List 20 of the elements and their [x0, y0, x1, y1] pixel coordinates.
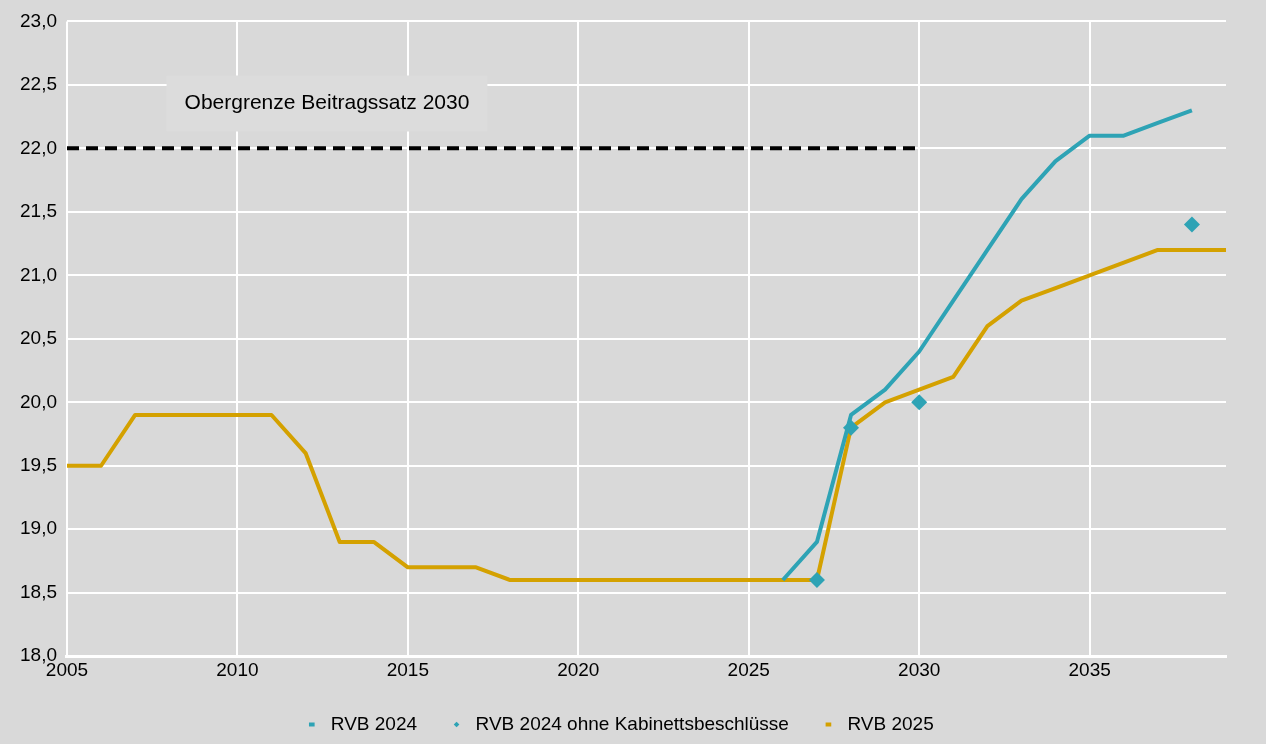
y-tick-label: 19,0 [20, 517, 57, 539]
x-tick-label: 2015 [386, 658, 430, 680]
y-tick-label: 22,5 [20, 73, 57, 95]
y-tick-label: 19,5 [20, 453, 57, 475]
y-tick-label: 21,0 [20, 263, 57, 285]
legend-label: RVB 2025 [847, 712, 934, 734]
annotation: Obergrenze Beitragssatz 2030 [184, 90, 470, 114]
y-tick-label: 20,0 [20, 390, 57, 412]
legend-label: RVB 2024 ohne Kabinettsbeschlüsse [475, 712, 789, 734]
y-tick-label: 22,0 [20, 136, 57, 158]
y-tick-label: 20,5 [20, 327, 57, 349]
x-tick-label: 2030 [898, 658, 941, 680]
x-tick-label: 2035 [1068, 658, 1111, 680]
y-tick-label: 18,5 [20, 580, 57, 602]
legend-label: RVB 2024 [330, 712, 418, 734]
x-tick-label: 2020 [557, 658, 600, 680]
x-tick-label: 2010 [216, 658, 259, 680]
x-tick-label: 2025 [727, 658, 770, 680]
y-tick-label: 23,0 [20, 9, 57, 31]
y-tick-label: 21,5 [20, 200, 57, 222]
